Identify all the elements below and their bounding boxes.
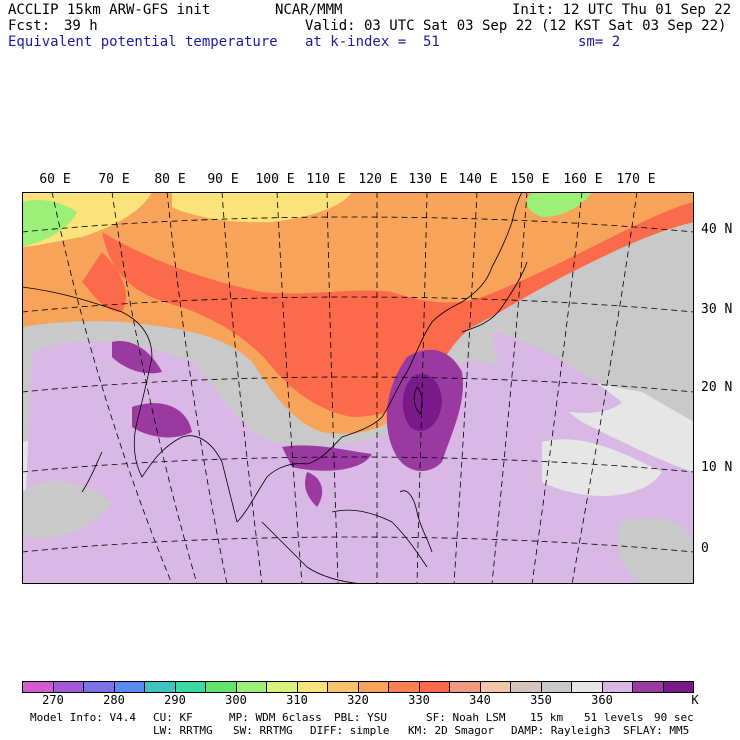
colorbar-tick: 350 [530,693,552,707]
light-ocean-region [542,439,662,496]
forecast-hour: 39 h [64,18,98,34]
colorbar-cell [328,681,359,693]
lon-label: 170 E [616,172,656,187]
colorbar-cell [663,681,694,693]
vertical-levels: 51 levels [584,711,644,724]
hot-continental-region [102,202,694,417]
surface-layer-scheme: SFLAY: MM5 [623,724,690,737]
longwave-scheme: LW: RRTMG [153,724,213,737]
damping-option: DAMP: Rayleigh3 [511,724,611,737]
lon-label: 110 E [306,172,346,187]
colorbar-tick: 270 [42,693,64,707]
very-moist-region [282,445,372,471]
lon-label: 150 E [510,172,550,187]
lat-label: 40 N [701,222,733,237]
lon-label: 140 E [458,172,498,187]
colorbar [22,681,694,693]
cool-region [22,200,77,247]
colorbar-tick: 280 [103,693,125,707]
lat-label: 30 N [701,302,733,317]
lat-label: 20 N [701,380,733,395]
microphysics-scheme: MP: WDM 6class [229,711,322,724]
forecast-label: Fcst: [8,18,51,34]
graticule [22,192,694,584]
coastlines [22,192,528,584]
colorbar-tick: 320 [347,693,369,707]
colorbar-tick: 310 [286,693,308,707]
valid-time: Valid: 03 UTC Sat 03 Sep 22 (12 KST Sat … [305,18,727,34]
hot-continental-region [82,252,126,312]
colorbar-cell [541,681,572,693]
very-moist-region [305,472,323,507]
colorbar-cell [358,681,389,693]
colorbar-tick: 300 [225,693,247,707]
colorbar-tick: 360 [591,693,613,707]
colorbar-cell [480,681,511,693]
diffusion-scheme: DIFF: simple [310,724,390,737]
colorbar-cell [145,681,176,693]
init-time: Init: 12 UTC Thu 01 Sep 22 [512,2,732,18]
light-ocean-region [618,518,694,584]
level-index: at k-index = 51 [305,34,440,50]
colorbar-cell [114,681,145,693]
very-moist-region [112,341,162,374]
colorbar-cell [236,681,267,693]
colorbar-cell [84,681,115,693]
lat-label: 10 N [701,460,733,475]
colorbar-cell [297,681,328,693]
colorbar-tick: 330 [408,693,430,707]
cool-region [172,192,352,223]
surface-scheme: SF: Noah LSM [426,711,506,724]
colorbar-cell [53,681,84,693]
lon-label: 130 E [408,172,448,187]
colorbar-unit: K [691,693,699,707]
colorbar-cell [450,681,481,693]
colorbar-cell [419,681,450,693]
grid-spacing: 15 km [530,711,564,724]
cool-region [526,192,592,217]
cumulus-scheme: CU: KF [153,711,193,724]
lon-label: 70 E [98,172,130,187]
lon-label: 90 E [207,172,239,187]
center-name: NCAR/MMM [275,2,343,18]
colorbar-cell [633,681,664,693]
map-frame [22,192,694,584]
light-ocean-region [22,481,112,539]
model-title: ACCLIP 15km ARW-GFS init [8,2,211,18]
colorbar-tick: 340 [469,693,491,707]
theta-e-map [22,192,694,584]
colorbar-cell [572,681,603,693]
very-moist-region [132,403,192,438]
pbl-scheme: PBL: YSU [334,711,387,724]
km-option: KM: 2D Smagor [408,724,495,737]
lon-label: 80 E [154,172,186,187]
lon-label: 60 E [39,172,71,187]
shortwave-scheme: SW: RRTMG [233,724,293,737]
field-name: Equivalent potential temperature [8,34,278,50]
colorbar-cell [267,681,298,693]
colorbar-cell [22,681,54,693]
smoothing-value: sm= 2 [578,34,621,50]
colorbar-cell [511,681,542,693]
colorbar-cell [389,681,420,693]
model-info: Model Info: V4.4 [30,711,136,724]
lon-label: 100 E [255,172,295,187]
lat-label: 0 [701,541,709,556]
colorbar-tick: 290 [164,693,186,707]
lon-label: 160 E [563,172,603,187]
lon-label: 120 E [358,172,398,187]
colorbar-cell [206,681,237,693]
time-step: 90 sec [654,711,694,724]
colorbar-cell [175,681,206,693]
colorbar-cell [602,681,633,693]
tropical-moist-region [492,332,622,413]
